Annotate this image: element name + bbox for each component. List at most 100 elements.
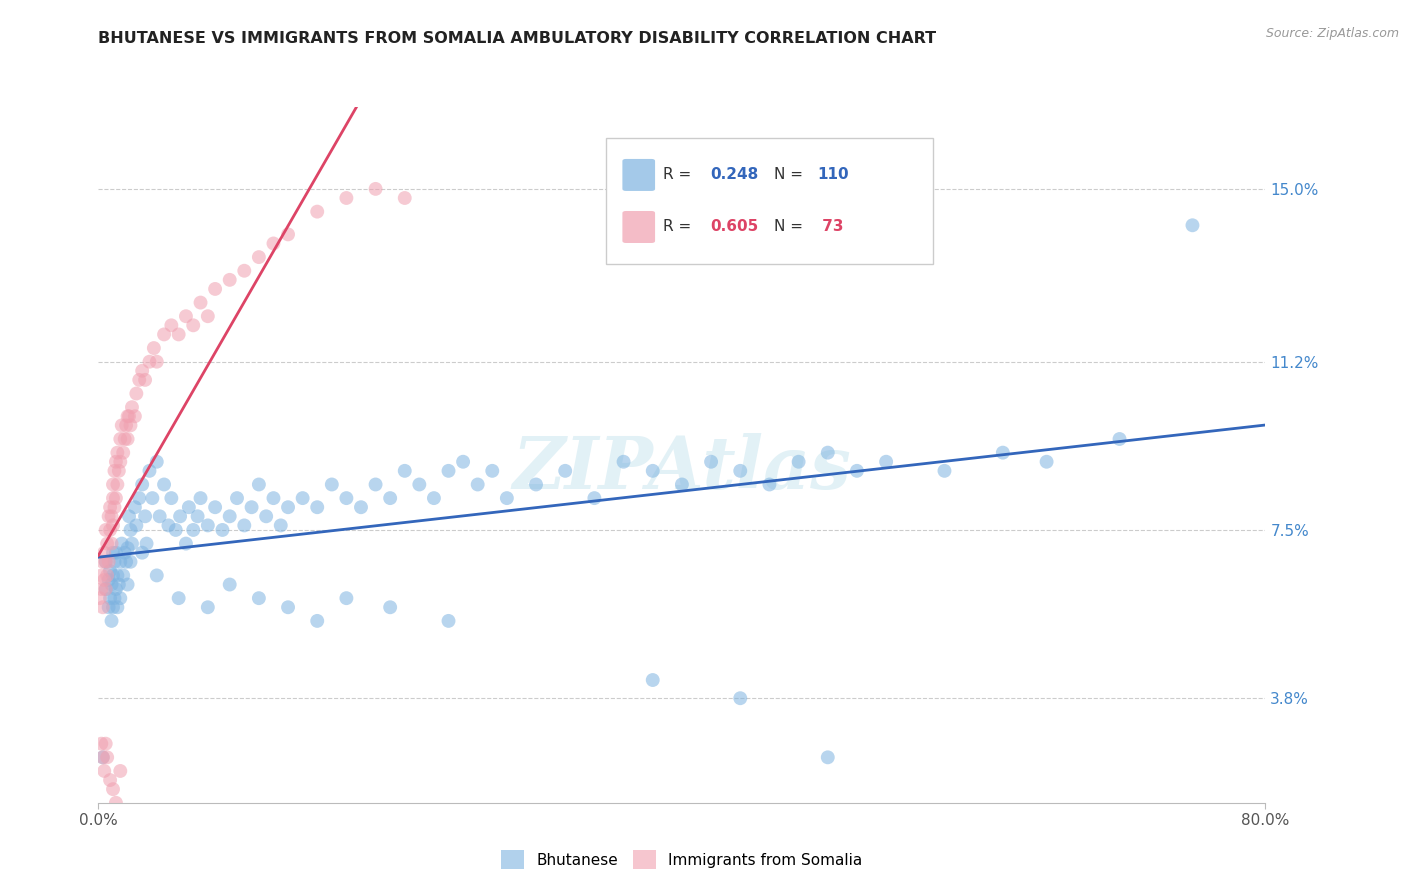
Point <box>277 500 299 515</box>
Point <box>364 182 387 196</box>
Point <box>233 264 256 278</box>
Point <box>218 273 240 287</box>
Point <box>89 591 111 606</box>
Point <box>181 318 204 333</box>
Point <box>335 191 357 205</box>
Point <box>115 555 138 569</box>
Point <box>103 500 125 515</box>
Point <box>94 555 117 569</box>
Point <box>378 491 402 505</box>
Text: 110: 110 <box>817 168 849 183</box>
Point <box>197 310 219 324</box>
Text: Source: ZipAtlas.com: Source: ZipAtlas.com <box>1265 27 1399 40</box>
Point <box>104 455 127 469</box>
Point <box>350 500 373 515</box>
Point <box>247 591 270 606</box>
Point <box>93 546 115 560</box>
Point <box>135 536 157 550</box>
Point <box>91 555 114 569</box>
Point <box>1035 455 1057 469</box>
Point <box>117 577 139 591</box>
Point <box>169 509 191 524</box>
Point <box>101 600 124 615</box>
Point <box>124 409 146 424</box>
Text: 73: 73 <box>817 219 844 235</box>
Point <box>728 464 751 478</box>
Point <box>101 782 124 797</box>
Point <box>105 477 128 491</box>
Point <box>97 555 120 569</box>
Point <box>101 546 124 560</box>
Point <box>108 577 131 591</box>
Point <box>254 509 277 524</box>
Point <box>120 523 142 537</box>
Point <box>134 509 156 524</box>
Point <box>671 477 693 491</box>
Point <box>110 591 132 606</box>
Point <box>270 518 292 533</box>
Point <box>408 477 430 491</box>
Point <box>335 491 357 505</box>
Point <box>101 477 124 491</box>
Point <box>94 582 117 596</box>
Point <box>218 509 240 524</box>
Point <box>991 445 1014 459</box>
Point <box>787 455 810 469</box>
Point <box>262 236 284 251</box>
Point <box>98 773 121 788</box>
Point <box>101 518 124 533</box>
Point <box>157 518 180 533</box>
Point <box>104 546 127 560</box>
Point <box>291 491 314 505</box>
Point <box>90 568 112 582</box>
Point <box>141 491 163 505</box>
Point <box>554 464 576 478</box>
Point <box>817 750 839 764</box>
Point <box>177 500 200 515</box>
Point <box>120 555 142 569</box>
Point <box>641 673 664 687</box>
Point <box>167 327 190 342</box>
Point <box>96 568 118 582</box>
Point <box>100 577 122 591</box>
Point <box>451 455 474 469</box>
Point <box>125 518 148 533</box>
Point <box>111 418 134 433</box>
Point <box>190 491 212 505</box>
Point <box>226 491 249 505</box>
Point <box>117 432 139 446</box>
Point <box>153 327 176 342</box>
Point <box>98 591 121 606</box>
Point <box>240 500 263 515</box>
Point <box>146 354 169 368</box>
Point <box>875 455 897 469</box>
Point <box>103 555 125 569</box>
FancyBboxPatch shape <box>623 211 655 243</box>
Point <box>105 568 128 582</box>
Point <box>378 600 402 615</box>
Point <box>91 600 114 615</box>
Point <box>437 614 460 628</box>
Point <box>138 354 160 368</box>
Point <box>467 477 489 491</box>
Text: R =: R = <box>664 219 696 235</box>
Point <box>97 509 120 524</box>
Text: N =: N = <box>775 219 808 235</box>
Point <box>321 477 343 491</box>
Point <box>104 796 127 810</box>
Point <box>117 541 139 556</box>
Point <box>160 491 183 505</box>
Point <box>100 509 122 524</box>
Point <box>524 477 547 491</box>
Point <box>125 386 148 401</box>
Point <box>93 573 115 587</box>
FancyBboxPatch shape <box>606 138 932 263</box>
Point <box>93 764 115 778</box>
Point <box>114 432 136 446</box>
Point <box>190 295 212 310</box>
Point <box>101 568 124 582</box>
Point <box>131 546 153 560</box>
Point <box>111 536 134 550</box>
Point <box>110 455 132 469</box>
Point <box>277 227 299 242</box>
